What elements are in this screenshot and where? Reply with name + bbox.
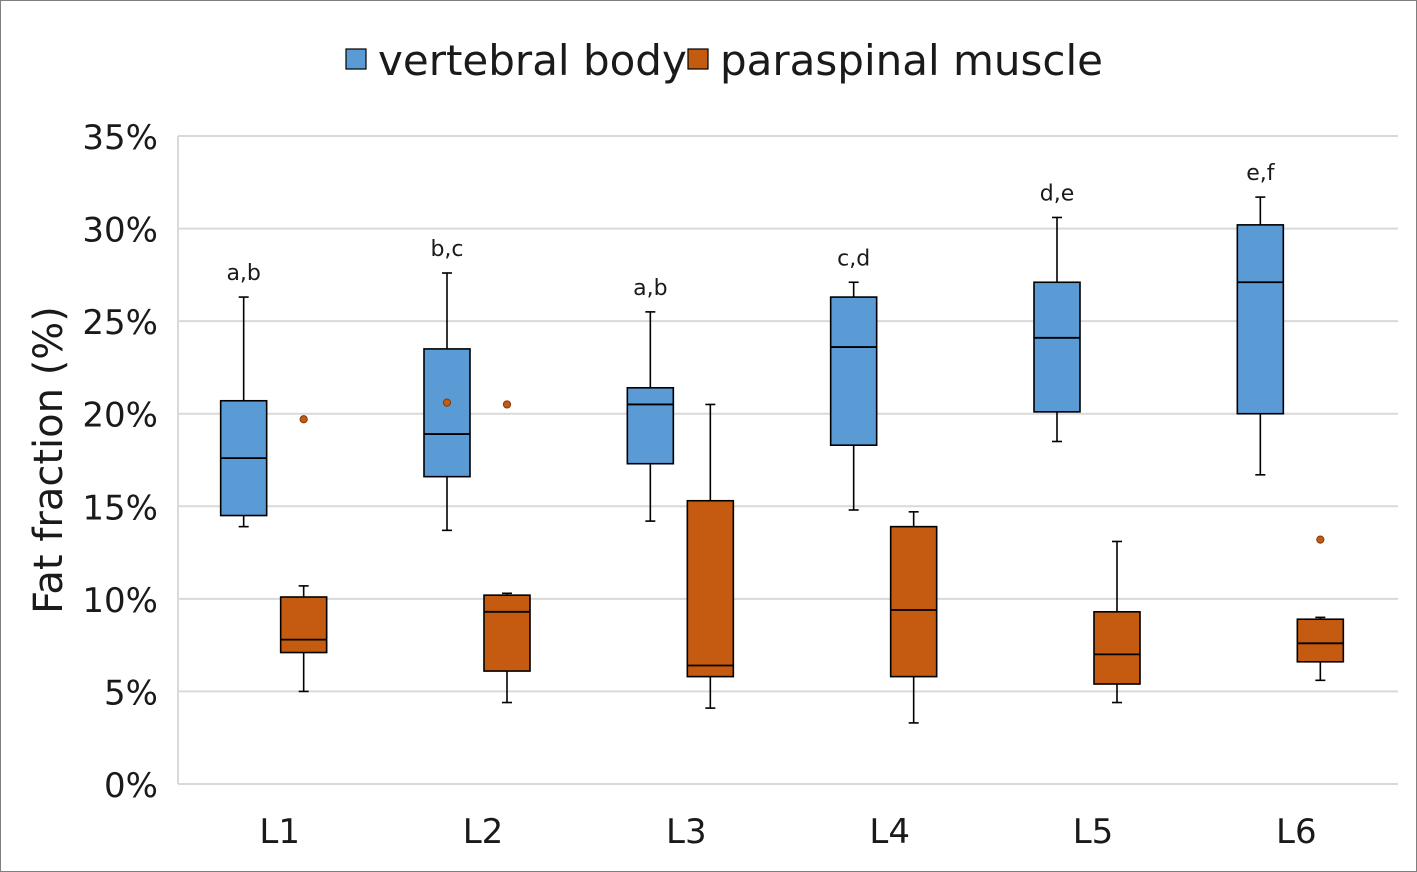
x-tick-label: L2 — [463, 812, 504, 852]
box-iqr — [889, 525, 938, 678]
box-iqr — [423, 348, 471, 478]
box-iqr — [1296, 618, 1345, 663]
significance-annotations: a,b b,c a,b c,d d,e e,f — [226, 161, 1275, 301]
x-tick-label: L5 — [1073, 812, 1114, 852]
y-tick-label: 35% — [82, 118, 158, 158]
annotation-label: e,f — [1246, 161, 1276, 186]
legend-swatch — [687, 48, 709, 70]
box-vertebral-body-L5 — [1033, 216, 1081, 443]
outlier-point — [442, 398, 452, 407]
annotation-label: a,b — [226, 261, 260, 286]
y-axis: 0% 5% 10% 15% 20% 25% 30% 35% — [82, 118, 179, 806]
y-tick-label: 30% — [82, 211, 158, 251]
box-paraspinal-muscle-L6 — [1296, 535, 1345, 682]
y-tick-label: 20% — [82, 396, 158, 436]
box-iqr — [1093, 611, 1141, 685]
box-iqr — [686, 499, 735, 678]
annotation-label: c,d — [837, 246, 870, 271]
box-vertebral-body-L4 — [829, 281, 878, 511]
legend-label: vertebral body — [378, 36, 687, 85]
y-tick-label: 25% — [82, 303, 158, 343]
legend-swatch — [345, 48, 367, 70]
box-paraspinal-muscle-L2 — [483, 400, 531, 704]
x-tick-label: L4 — [869, 812, 910, 852]
box-iqr — [1236, 224, 1285, 415]
y-tick-label: 5% — [104, 673, 158, 713]
box-iqr — [483, 594, 531, 672]
x-tick-label: L1 — [259, 812, 300, 852]
annotation-label: b,c — [430, 237, 463, 262]
boxes — [219, 196, 1345, 724]
box-vertebral-body-L6 — [1236, 196, 1285, 476]
x-tick-label: L3 — [666, 812, 707, 852]
box-paraspinal-muscle-L3 — [686, 403, 735, 709]
x-axis: L1 L2 L3 L4 L5 L6 — [259, 812, 1316, 852]
box-iqr — [829, 296, 878, 446]
y-tick-label: 10% — [82, 581, 158, 621]
box-iqr — [279, 596, 328, 654]
outlier-point — [1316, 535, 1325, 544]
legend-label: paraspinal muscle — [720, 36, 1103, 85]
y-tick-label: 0% — [104, 766, 158, 806]
box-vertebral-body-L3 — [626, 311, 675, 522]
box-paraspinal-muscle-L5 — [1093, 540, 1141, 704]
legend: vertebral body paraspinal muscle — [345, 36, 1103, 85]
annotation-label: d,e — [1040, 181, 1075, 206]
box-iqr — [626, 386, 675, 465]
annotation-label: a,b — [633, 276, 667, 301]
outlier-point — [502, 400, 512, 409]
box-vertebral-body-L1 — [219, 296, 268, 528]
box-vertebral-body-L2 — [423, 272, 471, 532]
gridlines — [178, 135, 1398, 785]
box-paraspinal-muscle-L1 — [279, 415, 328, 693]
y-axis-title: Fat fraction (%) — [26, 306, 72, 614]
y-tick-label: 15% — [82, 488, 158, 528]
x-tick-label: L6 — [1276, 812, 1317, 852]
outlier-point — [299, 415, 308, 424]
box-iqr — [1033, 281, 1081, 413]
box-paraspinal-muscle-L4 — [889, 511, 938, 724]
